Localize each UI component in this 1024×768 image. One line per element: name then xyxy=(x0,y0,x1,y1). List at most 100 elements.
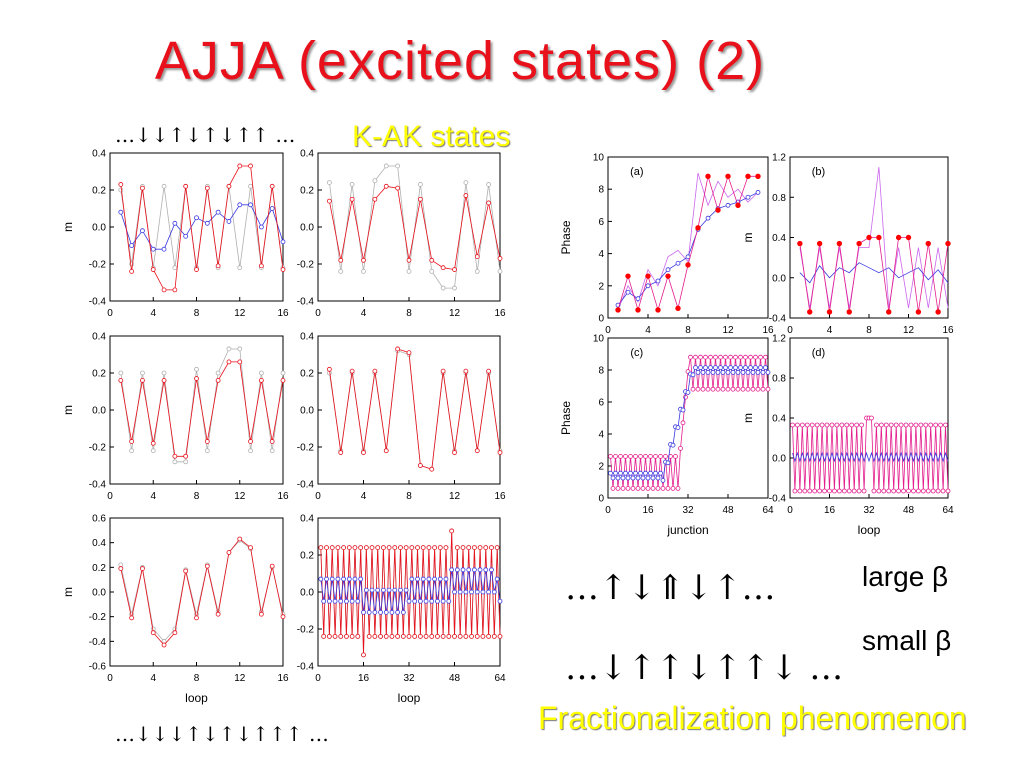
chart-L5: 0 4 8 12 16 -0.6 -0.4 -0.2 0.0 0.2 0.4 0.6 m loop xyxy=(61,514,289,706)
data-point xyxy=(335,545,341,550)
data-point xyxy=(849,422,855,428)
chart-Rb: 0 4 8 12 16-0.40.00.40.81.2m(b) xyxy=(741,153,954,337)
y-tick-label: 0.0 xyxy=(92,588,106,599)
data-point xyxy=(695,225,701,231)
series-line-0 xyxy=(617,172,759,311)
series-line-2 xyxy=(799,237,949,313)
data-point xyxy=(326,198,332,204)
data-point xyxy=(423,634,429,639)
data-point xyxy=(280,377,286,383)
data-point xyxy=(386,587,392,593)
y-tick-label: 0.4 xyxy=(772,233,786,244)
data-point xyxy=(615,475,621,481)
data-point xyxy=(129,439,135,444)
y-tick-label: 0.2 xyxy=(92,186,106,197)
data-point xyxy=(625,289,631,295)
data-point xyxy=(452,267,457,272)
data-point xyxy=(366,634,372,639)
panel-label: (d) xyxy=(812,347,825,359)
x-tick-label: 8 xyxy=(406,308,412,319)
data-point xyxy=(398,545,403,550)
data-point xyxy=(204,563,210,569)
data-point xyxy=(269,206,275,211)
data-point xyxy=(610,475,616,481)
data-point xyxy=(898,422,904,428)
data-point xyxy=(463,634,469,639)
data-point xyxy=(454,567,460,573)
data-point xyxy=(856,488,862,494)
data-point xyxy=(332,634,338,639)
data-point xyxy=(683,394,688,400)
data-point xyxy=(650,485,656,491)
data-point xyxy=(341,576,346,582)
data-point xyxy=(886,488,892,494)
data-point xyxy=(381,545,386,550)
data-point xyxy=(613,470,618,476)
y-tick-label: 8 xyxy=(598,185,604,196)
data-point xyxy=(723,354,728,360)
data-point xyxy=(248,202,253,208)
data-point xyxy=(258,224,264,230)
data-point xyxy=(945,488,951,494)
data-point xyxy=(663,453,668,459)
data-point xyxy=(763,354,768,360)
data-point xyxy=(161,183,167,189)
data-point xyxy=(809,422,815,428)
data-point xyxy=(378,609,383,615)
data-point xyxy=(474,268,480,274)
data-point xyxy=(745,194,751,200)
data-point xyxy=(715,386,721,392)
data-point xyxy=(648,453,653,459)
data-point xyxy=(237,359,243,365)
x-tick-label: 8 xyxy=(406,491,412,502)
x-tick-label: 12 xyxy=(234,673,246,684)
series-line-1 xyxy=(617,192,759,306)
data-point xyxy=(648,470,653,476)
data-point xyxy=(660,485,666,491)
footer-caption: Fractionalization phenomenon xyxy=(538,700,967,736)
y-tick-label: 0.2 xyxy=(92,563,106,574)
data-point xyxy=(753,354,758,360)
data-point xyxy=(618,470,623,476)
data-point xyxy=(895,234,902,241)
x-tick-label: 12 xyxy=(234,308,246,319)
data-point xyxy=(494,545,500,550)
x-tick-label: 48 xyxy=(903,505,915,516)
data-point xyxy=(463,180,469,186)
small-beta-label: small β xyxy=(862,625,952,656)
data-point xyxy=(755,369,761,375)
data-point xyxy=(723,365,728,371)
x-tick-label: 0 xyxy=(605,505,611,516)
data-point xyxy=(449,528,455,534)
data-point xyxy=(836,240,843,247)
y-tick-label: 0.4 xyxy=(300,332,314,343)
data-point xyxy=(406,350,412,356)
data-point xyxy=(248,448,253,454)
data-point xyxy=(680,420,686,426)
data-point xyxy=(876,234,882,241)
data-point xyxy=(748,354,753,360)
data-point xyxy=(670,442,676,448)
data-point xyxy=(733,354,738,360)
data-point xyxy=(728,365,733,371)
series-line-0 xyxy=(792,417,949,492)
data-point xyxy=(372,609,378,615)
data-point xyxy=(326,634,332,639)
data-point xyxy=(748,365,753,371)
data-point xyxy=(655,278,661,284)
x-tick-label: 0 xyxy=(605,325,611,336)
data-point xyxy=(372,196,378,202)
data-point xyxy=(392,587,398,593)
data-point xyxy=(670,485,676,491)
x-tick-label: 0 xyxy=(315,491,321,502)
y-tick-label: 0.4 xyxy=(300,149,314,160)
plot-frame xyxy=(317,152,501,302)
data-point xyxy=(896,488,902,494)
x-tick-label: 8 xyxy=(194,491,200,502)
y-tick-label: 6 xyxy=(598,217,604,228)
x-tick-label: 4 xyxy=(150,673,156,684)
data-point xyxy=(750,386,756,392)
data-point xyxy=(341,545,346,550)
data-point xyxy=(194,376,199,381)
data-point xyxy=(363,587,369,593)
